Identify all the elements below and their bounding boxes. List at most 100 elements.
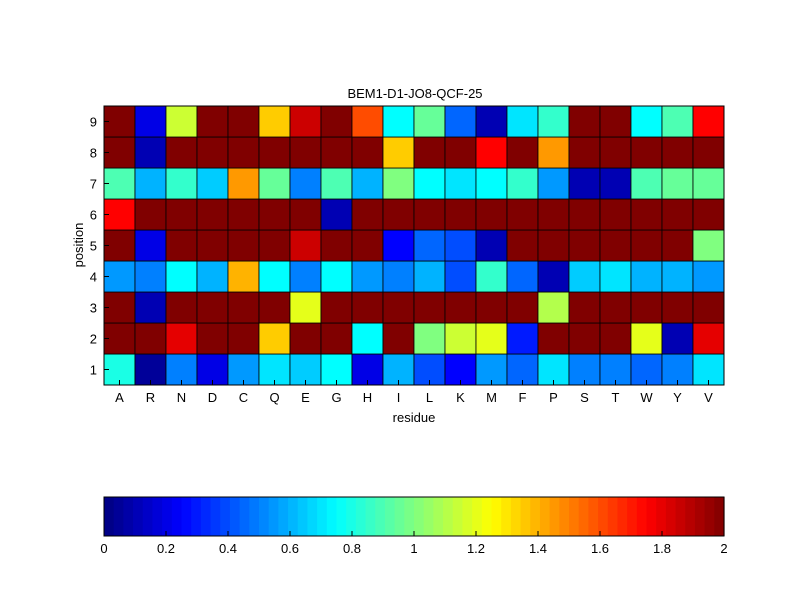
heatmap-cell bbox=[196, 322, 229, 355]
colorbar-swatch bbox=[297, 497, 309, 536]
heatmap-cell bbox=[630, 229, 663, 262]
heatmap-cell bbox=[568, 291, 601, 324]
colorbar-swatch bbox=[249, 497, 260, 536]
heatmap-cell bbox=[568, 353, 601, 386]
colorbar-swatch bbox=[268, 497, 279, 536]
heatmap-cell bbox=[196, 136, 229, 169]
heatmap-cell bbox=[568, 229, 601, 262]
heatmap-cell bbox=[258, 322, 291, 355]
heatmap-cell bbox=[103, 322, 136, 355]
heatmap-cell bbox=[134, 198, 167, 231]
heatmap-cell bbox=[661, 105, 694, 138]
colorbar-swatch bbox=[578, 497, 589, 536]
y-tick-label: 4 bbox=[90, 270, 97, 285]
y-tick-label: 8 bbox=[90, 146, 97, 161]
heatmap-cell bbox=[661, 260, 694, 293]
y-tick-labels: 1 2 3 4 5 6 7 8 9 bbox=[90, 115, 109, 378]
colorbar-swatch bbox=[162, 497, 173, 536]
heatmap-cell bbox=[599, 167, 632, 200]
heatmap-cell bbox=[196, 260, 229, 293]
heatmap-cell bbox=[258, 291, 291, 324]
heatmap-cell bbox=[103, 260, 136, 293]
heatmap-cell bbox=[444, 198, 477, 231]
colorbar-swatch bbox=[433, 497, 444, 536]
heatmap-cell bbox=[351, 167, 384, 200]
heatmap-cell bbox=[568, 322, 601, 355]
heatmap-cell bbox=[661, 229, 694, 262]
heatmap-cell bbox=[413, 260, 446, 293]
y-axis-label: position bbox=[71, 223, 86, 268]
heatmap-cell bbox=[289, 136, 322, 169]
colorbar-swatch bbox=[152, 497, 163, 536]
heatmap-cell bbox=[506, 198, 539, 231]
heatmap-cell bbox=[475, 105, 508, 138]
heatmap-cell bbox=[692, 198, 725, 231]
colorbar-swatch bbox=[113, 497, 124, 536]
colorbar-swatch bbox=[694, 497, 706, 536]
heatmap-cell bbox=[444, 353, 477, 386]
colorbar-tick-label: 1 bbox=[410, 541, 417, 556]
heatmap-cell bbox=[630, 167, 663, 200]
colorbar-swatch bbox=[443, 497, 454, 536]
heatmap-cell bbox=[599, 136, 632, 169]
heatmap-cell bbox=[196, 229, 229, 262]
heatmap-cell bbox=[134, 105, 167, 138]
heatmap-cell bbox=[165, 105, 198, 138]
colorbar-tick-label: 0 bbox=[100, 541, 107, 556]
chart-title: BEM1-D1-JO8-QCF-25 bbox=[347, 86, 482, 101]
colorbar-swatch bbox=[346, 497, 357, 536]
heatmap-cell bbox=[506, 229, 539, 262]
heatmap-cell bbox=[227, 105, 260, 138]
heatmap-cell bbox=[258, 136, 291, 169]
colorbar-swatch bbox=[414, 497, 425, 536]
heatmap-cell bbox=[630, 136, 663, 169]
y-tick-label: 2 bbox=[90, 332, 97, 347]
heatmap-cell bbox=[196, 167, 229, 200]
heatmap-cell bbox=[630, 260, 663, 293]
x-tick-label: N bbox=[177, 390, 186, 405]
colorbar-swatch bbox=[510, 497, 522, 536]
heatmap-cell bbox=[382, 353, 415, 386]
heatmap-cell bbox=[630, 322, 663, 355]
heatmap-cell bbox=[196, 291, 229, 324]
x-tick-label: F bbox=[519, 390, 527, 405]
colorbar-swatch bbox=[452, 497, 464, 536]
heatmap-cell bbox=[475, 322, 508, 355]
heatmap-cell bbox=[537, 167, 570, 200]
heatmap-cell bbox=[599, 353, 632, 386]
heatmap-cell bbox=[351, 229, 384, 262]
heatmap-cell bbox=[320, 167, 353, 200]
heatmap-cell bbox=[351, 291, 384, 324]
x-tick-label: Q bbox=[269, 390, 279, 405]
heatmap-cell bbox=[382, 136, 415, 169]
heatmap-cell bbox=[661, 322, 694, 355]
heatmap-cell bbox=[227, 167, 260, 200]
x-tick-label: W bbox=[640, 390, 653, 405]
y-tick-label: 1 bbox=[90, 363, 97, 378]
x-tick-label: L bbox=[426, 390, 433, 405]
heatmap-cell bbox=[661, 167, 694, 200]
colorbar-swatch bbox=[685, 497, 696, 536]
heatmap-cell bbox=[258, 105, 291, 138]
heatmap-cell bbox=[258, 353, 291, 386]
colorbar-swatch bbox=[384, 497, 396, 536]
heatmap-cell bbox=[289, 198, 322, 231]
heatmap-cell bbox=[289, 229, 322, 262]
heatmap-cell bbox=[258, 167, 291, 200]
heatmap-cell bbox=[506, 105, 539, 138]
heatmap-cell bbox=[444, 229, 477, 262]
x-tick-label: M bbox=[486, 390, 497, 405]
heatmap-cell bbox=[661, 291, 694, 324]
x-tick-label: P bbox=[549, 390, 558, 405]
x-tick-label: G bbox=[331, 390, 341, 405]
heatmap-cell bbox=[475, 229, 508, 262]
heatmap-cell bbox=[630, 291, 663, 324]
heatmap-cell bbox=[475, 260, 508, 293]
heatmap-cell bbox=[196, 105, 229, 138]
heatmap-cell bbox=[134, 136, 167, 169]
colorbar-swatch bbox=[520, 497, 531, 536]
colorbar-swatch bbox=[288, 497, 299, 536]
heatmap-cell bbox=[165, 198, 198, 231]
heatmap-cell bbox=[630, 353, 663, 386]
